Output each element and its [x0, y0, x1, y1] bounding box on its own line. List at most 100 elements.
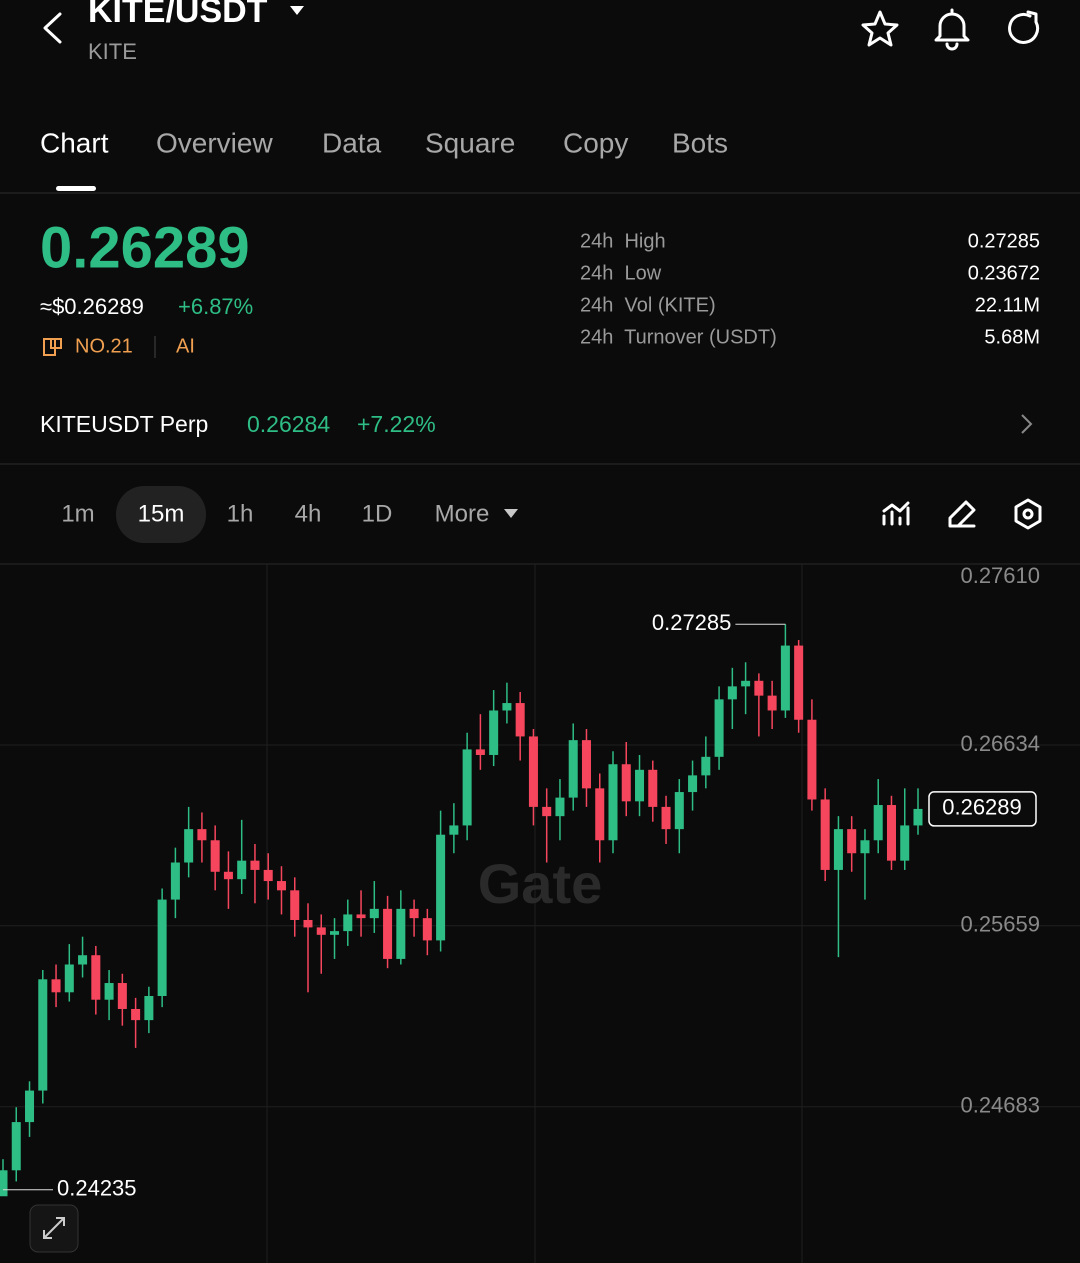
stat-value: 5.68M — [984, 326, 1040, 348]
low-marker: 0.24235 — [57, 1176, 137, 1201]
perp-arrow[interactable] — [1021, 414, 1033, 434]
perp-price: 0.26284 — [247, 411, 330, 437]
candle-body — [409, 908, 419, 919]
interval-option[interactable]: 1D — [362, 500, 393, 527]
tab[interactable]: Chart — [40, 127, 109, 158]
candle-body — [568, 740, 578, 798]
candle-body — [91, 955, 101, 1000]
candle-body — [343, 914, 353, 932]
back-button[interactable] — [43, 12, 62, 44]
perp-change: +7.22% — [357, 411, 436, 437]
candle-body — [661, 806, 671, 830]
candle-body — [449, 825, 459, 835]
candle-body — [422, 918, 432, 941]
candle-body — [873, 805, 883, 841]
more-dropdown[interactable] — [504, 509, 518, 518]
settings-icon[interactable] — [1022, 508, 1034, 520]
last-price-box — [928, 791, 1037, 827]
tab[interactable]: Overview — [156, 127, 273, 158]
tab[interactable]: Data — [322, 127, 382, 158]
sector-tag[interactable]: AI — [176, 335, 195, 357]
interval-option[interactable]: 4h — [295, 500, 322, 527]
candle-body — [117, 983, 127, 1009]
y-tick-label: 0.26634 — [960, 731, 1040, 756]
stat-value: 0.27285 — [968, 230, 1040, 252]
candle-body — [11, 1122, 21, 1171]
tab[interactable]: Bots — [672, 127, 728, 158]
candle-body — [144, 996, 154, 1021]
candle-body — [688, 775, 698, 793]
candle-body — [184, 829, 194, 863]
candle-body — [223, 871, 233, 880]
candle-body — [714, 699, 724, 757]
candle-body — [741, 680, 751, 687]
candle-body — [833, 829, 843, 870]
candle-body — [383, 908, 393, 959]
settings-icon[interactable] — [1014, 498, 1042, 530]
candle-body — [794, 645, 804, 720]
candle-body — [210, 840, 220, 872]
candle-body — [64, 964, 74, 993]
stat-label: 24h Turnover (USDT) — [580, 326, 777, 348]
tab[interactable]: Copy — [563, 127, 628, 158]
candle-body — [38, 979, 48, 1091]
rank-tag[interactable]: NO.21 — [75, 335, 133, 357]
last-price-label: 0.26289 — [942, 795, 1022, 820]
candle-body — [475, 749, 485, 755]
candle-body — [316, 927, 326, 935]
candle-body — [820, 799, 830, 870]
candle-body — [25, 1090, 35, 1123]
candle-body — [807, 719, 817, 800]
refresh-icon[interactable] — [1008, 10, 1040, 44]
pair-title[interactable]: KITE/USDT — [88, 0, 268, 30]
candle-body — [608, 764, 618, 841]
last-price: 0.26289 — [40, 215, 250, 280]
candle-body — [515, 703, 525, 737]
candle-body — [635, 769, 645, 802]
fullscreen-icon[interactable] — [43, 1217, 65, 1239]
candle-body — [0, 1170, 8, 1197]
candle-body — [157, 899, 167, 997]
candle-body — [847, 829, 857, 854]
stat-label: 24h Low — [580, 262, 662, 284]
candle-body — [767, 695, 777, 711]
candle-body — [581, 740, 591, 789]
candle-body — [886, 805, 896, 861]
candle-body — [913, 808, 923, 826]
candle-body — [51, 979, 61, 993]
candle-body — [237, 860, 247, 880]
draw-icon[interactable] — [948, 500, 976, 528]
pair-subtitle: KITE — [88, 39, 137, 64]
candle-body — [701, 756, 711, 776]
active-tab-indicator — [56, 186, 96, 191]
interval-option[interactable]: More — [435, 500, 490, 527]
candle-body — [330, 931, 340, 935]
interval-option[interactable]: 1m — [61, 500, 94, 527]
tab[interactable]: Square — [425, 127, 515, 158]
candle-body — [502, 703, 512, 711]
indicator-icon[interactable] — [882, 501, 910, 526]
candle-body — [648, 769, 658, 807]
alert-icon[interactable] — [934, 8, 970, 51]
perp-name[interactable]: KITEUSDT Perp — [40, 411, 208, 437]
pair-dropdown[interactable] — [290, 6, 304, 15]
stat-value: 22.11M — [975, 294, 1040, 316]
candle-body — [489, 710, 499, 755]
y-tick-label: 0.27610 — [960, 563, 1040, 588]
candle-body — [621, 764, 631, 802]
candle-body — [263, 869, 273, 882]
candle-body — [131, 1008, 141, 1021]
candle-body — [727, 686, 737, 700]
candle-body — [276, 881, 286, 891]
price-change: +6.87% — [178, 294, 253, 319]
y-tick-label: 0.25659 — [960, 912, 1040, 937]
interval-option[interactable]: 15m — [138, 500, 185, 527]
watermark: Gate — [478, 852, 603, 915]
favorite-icon[interactable] — [861, 10, 899, 47]
candle-body — [369, 908, 379, 919]
rank-icon — [50, 338, 62, 349]
interval-option[interactable]: 1h — [227, 500, 254, 527]
candle-body — [542, 806, 552, 817]
